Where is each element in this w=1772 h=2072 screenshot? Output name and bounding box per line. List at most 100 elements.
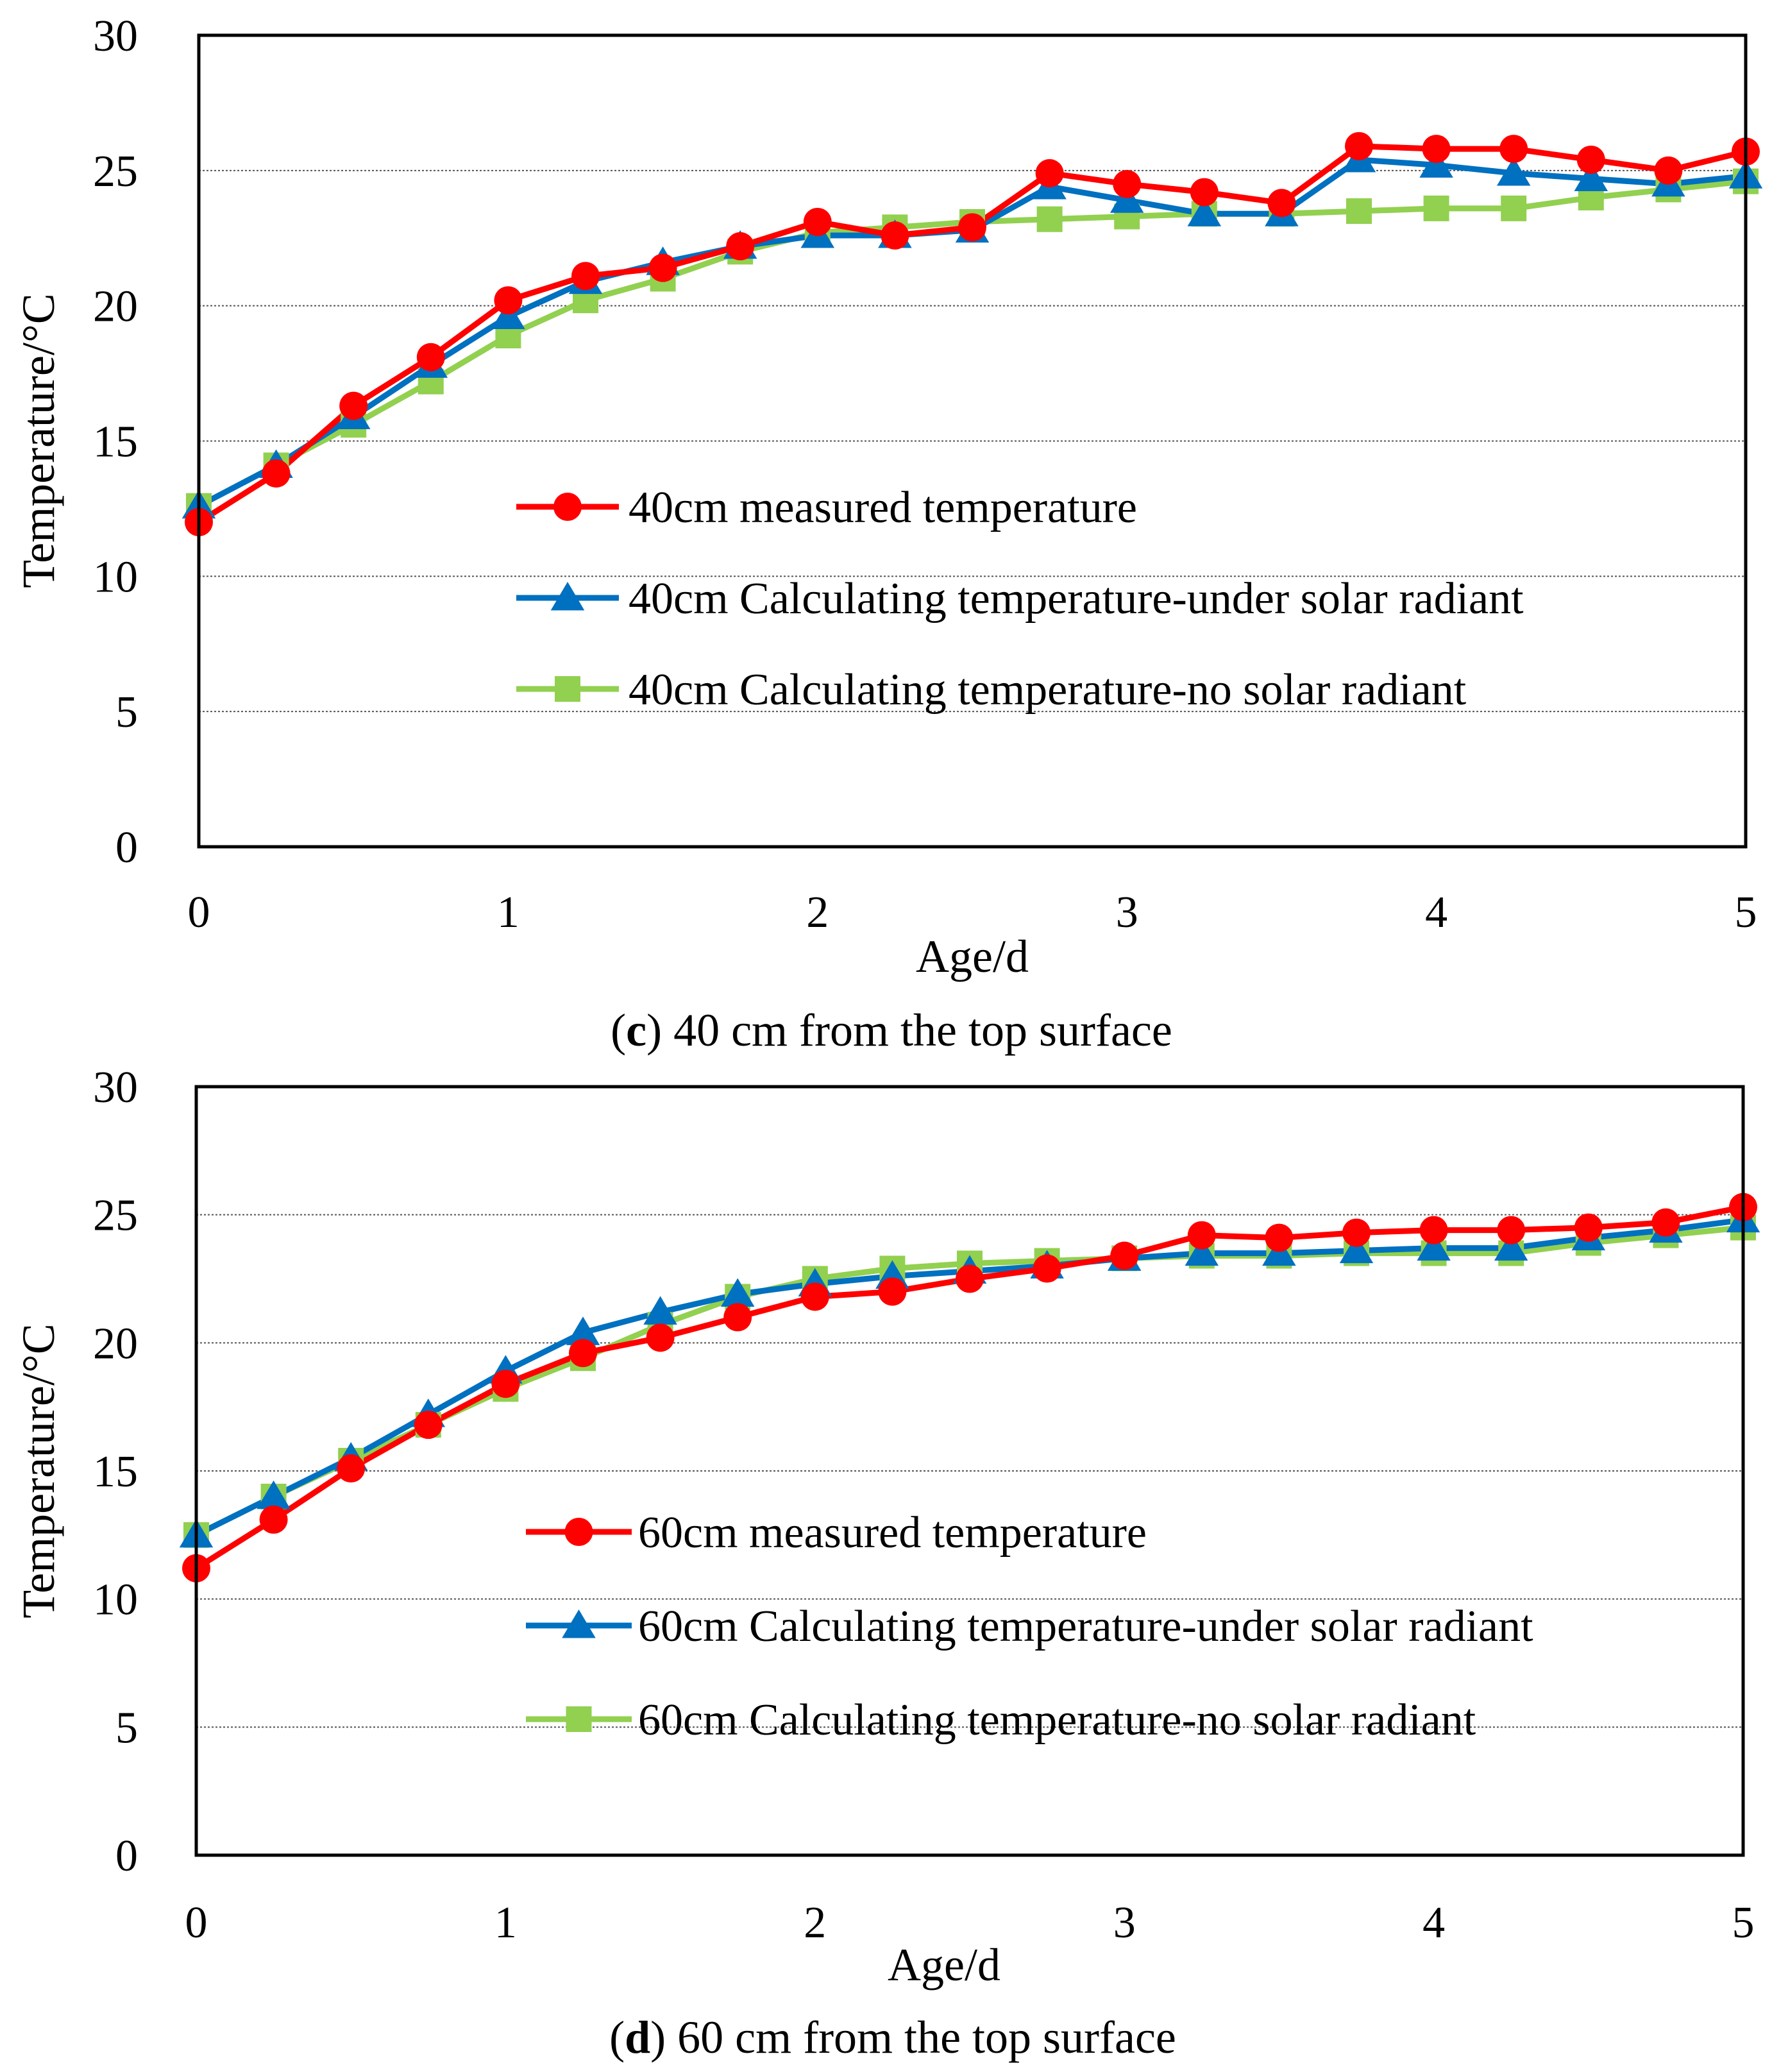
chart-c-point-circle — [339, 391, 368, 420]
chart-c-ylabel: Temperature/°C — [13, 293, 64, 588]
chart-d-y-tick-label: 0 — [115, 1831, 138, 1881]
chart-c-x-tick-label: 1 — [497, 888, 519, 937]
chart-d-x-tick-label: 2 — [804, 1898, 826, 1948]
chart-c-point-circle — [571, 262, 600, 291]
chart-d-point-triangle — [1185, 1237, 1219, 1266]
chart-c-point-triangle — [1110, 184, 1144, 213]
chart-d-x-tick-label: 4 — [1422, 1898, 1445, 1948]
chart-c-legend-label: 40cm measured temperature — [629, 483, 1137, 532]
chart-c-point-square — [1036, 206, 1063, 232]
chart-c-point-circle — [1654, 156, 1683, 185]
chart-d-point-circle — [800, 1282, 829, 1311]
chart-c-legend-marker — [553, 493, 582, 521]
chart-d-point-circle — [1033, 1254, 1061, 1283]
chart-d-point-circle — [569, 1339, 597, 1368]
chart-d-x-tick-label: 5 — [1732, 1898, 1755, 1948]
chart-d-point-triangle — [643, 1296, 677, 1325]
chart-d-point-triangle — [1417, 1232, 1451, 1261]
chart-c-plot-frame — [197, 33, 1748, 849]
chart-c-point-circle — [958, 213, 986, 242]
chart-c-point-circle — [416, 343, 445, 371]
chart-c-point-circle — [1035, 159, 1064, 188]
chart-d-point-triangle — [1494, 1232, 1528, 1261]
chart-c-y-tick-labels: 0 5 10 15 20 25 30 — [93, 12, 138, 872]
chart-c-point-square — [1501, 195, 1527, 221]
chart-c-legend-marker — [550, 582, 585, 611]
chart-c-point-triangle — [1419, 149, 1453, 178]
chart-d-ylabel: Temperature/°C — [13, 1323, 64, 1618]
chart-d-gridlines — [196, 1214, 1743, 1728]
chart-d-point-circle — [491, 1370, 520, 1398]
chart-d-point-triangle — [566, 1316, 600, 1345]
chart-c-point-square — [1346, 198, 1372, 225]
chart-d-point-circle — [878, 1277, 907, 1306]
chart-c-y-tick-label: 25 — [93, 147, 138, 196]
chart-d-caption-text: 60 cm from the top surface — [677, 2012, 1176, 2063]
chart-d-legend-label: 60cm measured temperature — [638, 1508, 1147, 1558]
chart-d-point-circle — [1574, 1213, 1603, 1242]
chart-c-point-circle — [881, 221, 909, 250]
chart-d-point-circle — [1342, 1218, 1371, 1247]
chart-c-x-tick-labels: 0 1 2 3 4 5 — [188, 888, 1757, 937]
chart-c-point-circle — [1113, 169, 1142, 198]
chart-d-point-circle — [646, 1323, 675, 1352]
chart-d-point-circle — [1419, 1216, 1448, 1244]
chart-c-x-tick-label: 4 — [1425, 888, 1447, 937]
chart-c-panel-label: c — [626, 1005, 646, 1056]
chart-d-point-circle — [337, 1454, 366, 1483]
chart-c-legend-marker — [555, 676, 580, 702]
chart-d-x-tick-label: 1 — [494, 1898, 517, 1948]
chart-c-point-circle — [494, 286, 523, 315]
chart-d-markers — [179, 1193, 1760, 1583]
chart-c-y-tick-label: 20 — [93, 282, 138, 332]
chart-c-caption: (c) 40 cm from the top surface — [611, 1005, 1172, 1056]
chart-d-point-circle — [723, 1303, 752, 1332]
chart-d-xlabel: Age/d — [888, 1939, 1000, 1991]
chart-d-legend-marker — [564, 1518, 593, 1546]
chart-c-point-circle — [648, 253, 677, 282]
chart-c-point-circle — [1576, 145, 1605, 174]
chart-d-y-tick-label: 15 — [93, 1447, 138, 1497]
chart-d-y-tick-label: 25 — [93, 1191, 138, 1241]
chart-d-legend-marker — [562, 1609, 596, 1638]
chart-c-point-circle — [262, 459, 291, 488]
chart-d-point-circle — [414, 1411, 443, 1439]
chart-c-y-tick-label: 0 — [115, 823, 138, 872]
chart-d-legend: 60cm measured temperature 60cm Calculatin… — [526, 1508, 1533, 1745]
chart-panel-c: 0 5 10 15 20 25 30 0 1 2 3 4 5 40cm measured temper… — [13, 12, 1763, 1056]
chart-c-legend-label: 40cm Calculating temperature-no solar ra… — [629, 665, 1467, 715]
chart-d-x-tick-label: 3 — [1113, 1898, 1136, 1948]
chart-c-markers — [181, 132, 1763, 536]
chart-d-point-circle — [1110, 1241, 1139, 1270]
chart-d-point-circle — [1187, 1221, 1216, 1250]
chart-d-panel-label: d — [625, 2012, 650, 2063]
chart-c-point-circle — [1267, 189, 1296, 217]
chart-d-y-tick-label: 10 — [93, 1575, 138, 1625]
chart-c-point-triangle — [1574, 162, 1608, 191]
chart-c-point-square — [1423, 195, 1449, 221]
chart-c-point-triangle — [1496, 157, 1531, 186]
chart-d-y-tick-label: 30 — [93, 1063, 138, 1112]
chart-d-point-circle — [259, 1505, 288, 1534]
chart-d-point-triangle — [720, 1278, 755, 1307]
chart-c-y-tick-label: 10 — [93, 552, 138, 602]
chart-d-x-tick-label: 0 — [185, 1898, 208, 1948]
chart-c-x-tick-label: 0 — [188, 888, 210, 937]
chart-c-gridlines — [199, 169, 1746, 713]
chart-d-plot-frame — [194, 1085, 1745, 1857]
chart-c-point-triangle — [491, 300, 525, 330]
chart-c-y-tick-label: 30 — [93, 12, 138, 61]
chart-c-point-circle — [726, 232, 755, 260]
chart-c-point-circle — [803, 207, 832, 236]
chart-c-y-tick-label: 15 — [93, 418, 138, 467]
chart-c-y-tick-label: 5 — [115, 688, 138, 737]
chart-d-legend-marker — [566, 1706, 592, 1732]
chart-d-y-tick-label: 20 — [93, 1319, 138, 1368]
chart-d-y-tick-label: 5 — [115, 1703, 138, 1753]
chart-c-point-circle — [1499, 135, 1528, 164]
chart-d-point-circle — [1651, 1208, 1680, 1237]
chart-panel-d: 0 5 10 15 20 25 30 0 1 2 3 4 5 60cm measured temper… — [13, 1063, 1760, 2063]
chart-c-point-triangle — [1187, 198, 1222, 226]
